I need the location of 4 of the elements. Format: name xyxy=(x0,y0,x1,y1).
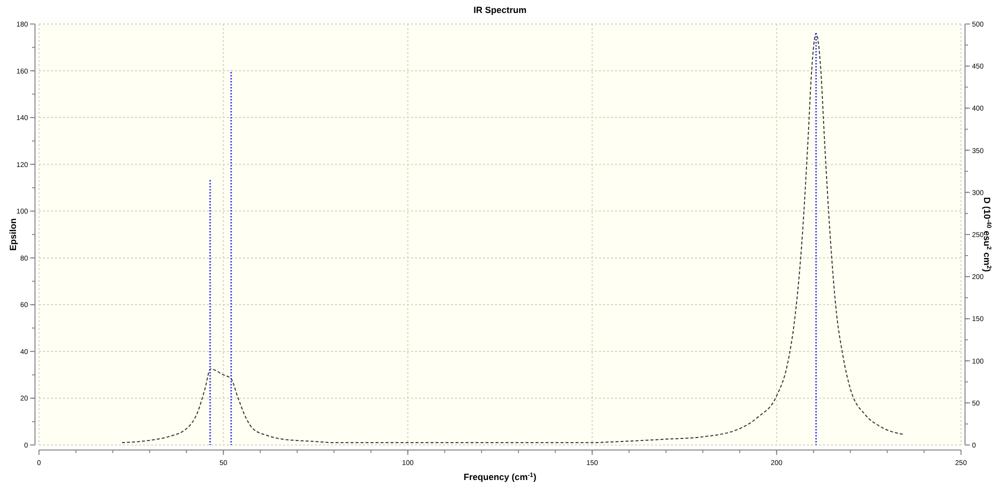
chart-title: IR Spectrum xyxy=(473,5,527,15)
line-series xyxy=(121,32,904,444)
y-axis-title: Epsilon xyxy=(8,218,18,251)
x-axis-title: Frequency (cm$^{-1}$) xyxy=(464,472,536,482)
